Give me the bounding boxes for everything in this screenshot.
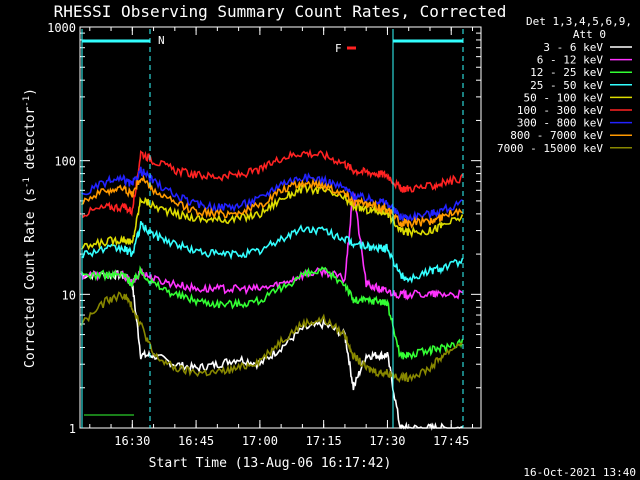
annotation-markers: NF bbox=[81, 29, 464, 428]
y-tick-label: 1000 bbox=[47, 21, 76, 35]
legend-header-line2: Att 0 bbox=[573, 28, 606, 41]
y-tick-label: 1 bbox=[69, 422, 76, 436]
legend-entry-label: 6 - 12 keV bbox=[537, 54, 604, 67]
series-line-2 bbox=[80, 265, 464, 361]
legend-entry-label: 100 - 300 keV bbox=[517, 104, 603, 117]
timestamp: 16-Oct-2021 13:40 bbox=[523, 466, 636, 479]
y-label-part3: ) bbox=[23, 88, 38, 96]
series-line-6 bbox=[80, 166, 463, 222]
series-line-7 bbox=[80, 174, 463, 229]
x-tick-label: 17:00 bbox=[242, 434, 278, 448]
chart-title: RHESSI Observing Summary Count Rates, Co… bbox=[54, 2, 507, 21]
series-line-5 bbox=[80, 148, 464, 219]
series-line-8 bbox=[80, 291, 464, 384]
series-line-0 bbox=[81, 270, 463, 431]
x-axis-label: Start Time (13-Aug-06 16:17:42) bbox=[149, 456, 392, 471]
legend-entry-label: 300 - 800 keV bbox=[517, 117, 603, 130]
series-lines bbox=[80, 148, 464, 431]
legend-entry-label: 12 - 25 keV bbox=[530, 66, 603, 79]
plot-frame bbox=[79, 26, 482, 429]
x-tick-label: 17:30 bbox=[369, 434, 405, 448]
x-tick-label: 17:15 bbox=[306, 434, 342, 448]
x-tick-label: 16:30 bbox=[114, 434, 150, 448]
y-label-sup2: -1 bbox=[22, 96, 32, 107]
y-label-part2: detector bbox=[23, 107, 38, 178]
series-line-4 bbox=[80, 183, 464, 251]
flare-marker-label: F bbox=[335, 42, 342, 55]
legend-entry-label: 50 - 100 keV bbox=[524, 91, 604, 104]
axis-ticks: 16:30 16:45 17:00 17:15 17:30 17:45 1000 100 10 1 bbox=[47, 21, 481, 448]
legend-entry-label: 3 - 6 keV bbox=[543, 41, 603, 54]
legend-entry-label: 7000 - 15000 keV bbox=[497, 142, 603, 155]
x-tick-label: 16:45 bbox=[178, 434, 214, 448]
y-label-part1: Corrected Count Rate (s bbox=[23, 188, 38, 368]
y-tick-label: 10 bbox=[62, 288, 76, 302]
series-line-3 bbox=[81, 220, 464, 284]
plot-border bbox=[79, 26, 482, 429]
legend-header-line1: Det 1,3,4,5,6,9, bbox=[526, 15, 632, 28]
night-marker-label: N bbox=[158, 34, 165, 47]
y-label-sup1: -1 bbox=[22, 177, 32, 188]
x-tick-label: 17:45 bbox=[433, 434, 469, 448]
y-tick-label: 100 bbox=[54, 155, 76, 169]
y-axis-label: Corrected Count Rate (s-1 detector-1) bbox=[22, 88, 38, 368]
legend-entry-label: 25 - 50 keV bbox=[530, 79, 603, 92]
legend-entry-label: 800 - 7000 keV bbox=[510, 129, 603, 142]
